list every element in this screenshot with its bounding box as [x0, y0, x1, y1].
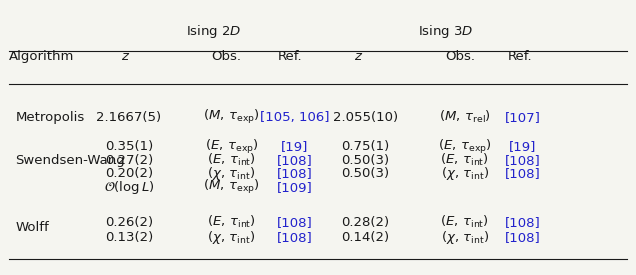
- Text: [107]: [107]: [505, 111, 541, 124]
- Text: Wolff: Wolff: [15, 221, 49, 234]
- Text: $(\chi,\,\tau_{\rm int})$: $(\chi,\,\tau_{\rm int})$: [207, 165, 256, 182]
- Text: [108]: [108]: [505, 154, 541, 167]
- Text: $(\chi,\,\tau_{\rm int})$: $(\chi,\,\tau_{\rm int})$: [441, 229, 489, 246]
- Text: [108]: [108]: [505, 231, 541, 244]
- Text: Ising $2D$: Ising $2D$: [186, 23, 242, 40]
- Text: Ref.: Ref.: [277, 50, 302, 63]
- Text: 0.50(3): 0.50(3): [342, 167, 389, 180]
- Text: Obs.: Obs.: [212, 50, 242, 63]
- Text: 0.35(1): 0.35(1): [105, 141, 153, 153]
- Text: $(E,\,\tau_{\rm exp})$: $(E,\,\tau_{\rm exp})$: [205, 138, 259, 156]
- Text: 0.26(2): 0.26(2): [105, 216, 153, 229]
- Text: 0.50(3): 0.50(3): [342, 154, 389, 167]
- Text: 0.27(2): 0.27(2): [105, 154, 153, 167]
- Text: [108]: [108]: [277, 167, 312, 180]
- Text: [109]: [109]: [277, 181, 312, 194]
- Text: 0.13(2): 0.13(2): [105, 231, 153, 244]
- Text: 2.055(10): 2.055(10): [333, 111, 398, 124]
- Text: [108]: [108]: [505, 216, 541, 229]
- Text: $(E,\,\tau_{\rm exp})$: $(E,\,\tau_{\rm exp})$: [438, 138, 492, 156]
- Text: Algorithm: Algorithm: [9, 50, 74, 63]
- Text: $(E,\,\tau_{\rm int})$: $(E,\,\tau_{\rm int})$: [441, 152, 489, 169]
- Text: [108]: [108]: [277, 231, 312, 244]
- Text: Ref.: Ref.: [508, 50, 532, 63]
- Text: Swendsen-Wang: Swendsen-Wang: [15, 154, 125, 167]
- Text: Obs.: Obs.: [445, 50, 475, 63]
- Text: Ising $3D$: Ising $3D$: [418, 23, 473, 40]
- Text: $z$: $z$: [121, 50, 130, 63]
- Text: [19]: [19]: [281, 141, 308, 153]
- Text: $(E,\,\tau_{\rm int})$: $(E,\,\tau_{\rm int})$: [441, 214, 489, 230]
- Text: $(E,\,\tau_{\rm int})$: $(E,\,\tau_{\rm int})$: [207, 152, 256, 169]
- Text: $\mathcal{O}(\log L)$: $\mathcal{O}(\log L)$: [104, 179, 154, 196]
- Text: 0.75(1): 0.75(1): [341, 141, 389, 153]
- Text: 0.28(2): 0.28(2): [342, 216, 389, 229]
- Text: 0.14(2): 0.14(2): [342, 231, 389, 244]
- Text: $(\chi,\,\tau_{\rm int})$: $(\chi,\,\tau_{\rm int})$: [441, 165, 489, 182]
- Text: 0.20(2): 0.20(2): [105, 167, 153, 180]
- Text: [108]: [108]: [277, 216, 312, 229]
- Text: $(\chi,\,\tau_{\rm int})$: $(\chi,\,\tau_{\rm int})$: [207, 229, 256, 246]
- Text: [108]: [108]: [277, 154, 312, 167]
- Text: 2.1667(5): 2.1667(5): [96, 111, 162, 124]
- Text: $z$: $z$: [354, 50, 364, 63]
- Text: $(M,\,\tau_{\rm exp})$: $(M,\,\tau_{\rm exp})$: [203, 108, 260, 126]
- Text: [108]: [108]: [505, 167, 541, 180]
- Text: $(M,\,\tau_{\rm rel})$: $(M,\,\tau_{\rm rel})$: [439, 109, 491, 125]
- Text: $(E,\,\tau_{\rm int})$: $(E,\,\tau_{\rm int})$: [207, 214, 256, 230]
- Text: $(M,\,\tau_{\rm exp})$: $(M,\,\tau_{\rm exp})$: [203, 178, 260, 196]
- Text: [19]: [19]: [509, 141, 537, 153]
- Text: [105, 106]: [105, 106]: [260, 111, 329, 124]
- Text: Metropolis: Metropolis: [15, 111, 85, 124]
